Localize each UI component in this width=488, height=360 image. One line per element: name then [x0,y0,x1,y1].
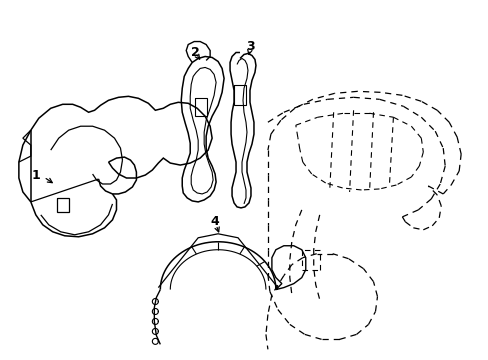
Text: 4: 4 [210,215,219,228]
Text: 1: 1 [31,168,40,181]
Text: 3: 3 [246,40,255,53]
Text: 2: 2 [190,46,199,59]
